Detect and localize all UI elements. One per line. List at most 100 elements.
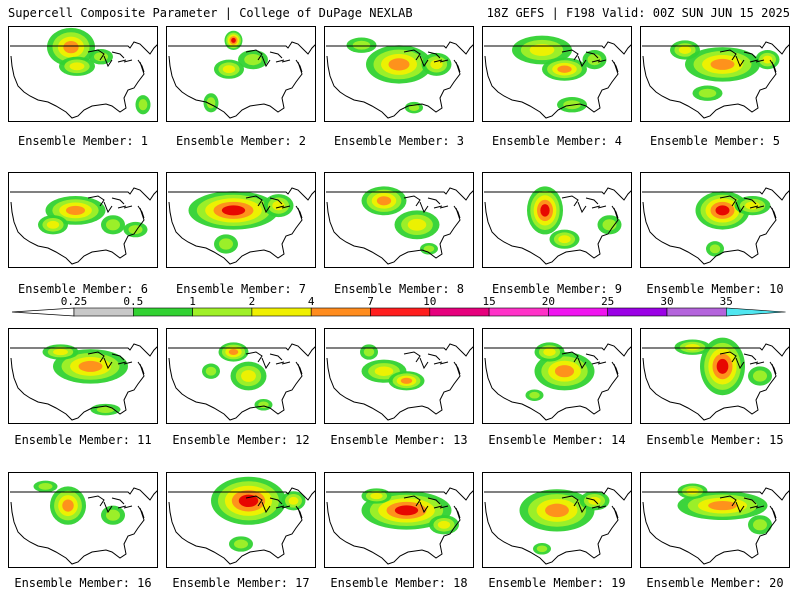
scp-contour-fill bbox=[288, 496, 299, 505]
scp-contour-fill bbox=[709, 244, 721, 254]
member-map bbox=[166, 472, 316, 568]
colorbar-segment bbox=[133, 307, 193, 317]
scp-contour-fill bbox=[686, 488, 699, 495]
ensemble-map-panel bbox=[8, 328, 158, 424]
panel-caption: Ensemble Member: 6 bbox=[17, 282, 149, 296]
member-map bbox=[640, 472, 790, 568]
coastline bbox=[769, 505, 777, 519]
member-map bbox=[482, 328, 632, 424]
scp-contour-fill bbox=[762, 55, 773, 64]
scp-contour-fill bbox=[376, 196, 392, 206]
great-lakes-outline bbox=[245, 49, 291, 68]
colorbar-segment bbox=[429, 307, 490, 317]
scp-contour-fill bbox=[234, 539, 248, 549]
ensemble-map-panel bbox=[482, 328, 632, 424]
ensemble-map-panel bbox=[640, 26, 790, 122]
scp-contour-fill bbox=[753, 370, 767, 382]
coastline bbox=[453, 59, 461, 73]
scp-contour-fill bbox=[38, 483, 53, 490]
scp-contour-fill bbox=[540, 204, 550, 217]
scp-contour-fill bbox=[423, 245, 435, 253]
scp-contour-fill bbox=[529, 44, 555, 56]
colorbar-tick-label: 25 bbox=[601, 295, 614, 308]
us-outline bbox=[642, 343, 790, 421]
us-outline bbox=[326, 487, 474, 565]
scp-contour-fill bbox=[106, 219, 120, 231]
coastline bbox=[137, 205, 145, 219]
scp-contour-fill bbox=[557, 65, 572, 73]
member-map bbox=[8, 26, 158, 122]
colorbar-segment bbox=[73, 307, 134, 317]
coastline bbox=[295, 361, 303, 375]
member-map bbox=[166, 26, 316, 122]
member-map bbox=[166, 172, 316, 268]
colorbar-segment bbox=[192, 307, 253, 317]
scp-contour-fill bbox=[62, 499, 74, 512]
us-outline bbox=[326, 343, 474, 421]
great-lakes-outline bbox=[245, 195, 291, 214]
panel-caption: Ensemble Member: 4 bbox=[491, 134, 623, 148]
us-outline bbox=[484, 187, 632, 265]
member-map bbox=[8, 328, 158, 424]
coastline bbox=[611, 505, 619, 519]
ensemble-map-panel bbox=[640, 472, 790, 568]
ensemble-map-panel bbox=[166, 172, 316, 268]
coastline bbox=[453, 205, 461, 219]
scp-contour-fill bbox=[388, 58, 410, 71]
member-map bbox=[482, 172, 632, 268]
member-map bbox=[324, 26, 474, 122]
us-outline bbox=[168, 487, 316, 565]
us-outline bbox=[168, 343, 316, 421]
colorbar-segment bbox=[310, 307, 371, 317]
panel-caption: Ensemble Member: 16 bbox=[14, 576, 152, 590]
coastline bbox=[611, 205, 619, 219]
coastline bbox=[769, 59, 777, 73]
scp-contour-fill bbox=[394, 505, 419, 516]
ensemble-map-panel bbox=[166, 472, 316, 568]
title-right: 18Z GEFS | F198 Valid: 00Z SUN JUN 15 20… bbox=[486, 6, 790, 20]
member-map bbox=[324, 172, 474, 268]
colorbar-segment bbox=[548, 307, 609, 317]
great-lakes-outline bbox=[719, 195, 765, 214]
colorbar-tick-label: 2 bbox=[249, 295, 256, 308]
colorbar-tick-label: 0.5 bbox=[123, 295, 143, 308]
panel-caption: Ensemble Member: 17 bbox=[172, 576, 310, 590]
colorbar: 0.25 0.5 1 2 4 7 10 15 20 25 30 35 bbox=[6, 295, 794, 322]
colorbar-tick-label: 35 bbox=[720, 295, 733, 308]
panel-caption: Ensemble Member: 10 bbox=[646, 282, 784, 296]
us-outline bbox=[484, 41, 632, 119]
us-outline bbox=[326, 41, 474, 119]
member-map bbox=[482, 26, 632, 122]
scp-contour-fill bbox=[715, 205, 730, 216]
panel-caption: Ensemble Member: 9 bbox=[491, 282, 623, 296]
scp-contour-fill bbox=[241, 370, 256, 382]
panel-caption: Ensemble Member: 5 bbox=[649, 134, 781, 148]
scp-contour-fill bbox=[430, 59, 443, 70]
colorbar-graphic: 0.25 0.5 1 2 4 7 10 15 20 25 30 35 bbox=[11, 295, 786, 317]
ensemble-map-panel bbox=[8, 472, 158, 568]
scp-contour-fill bbox=[106, 509, 120, 521]
scp-contour-fill bbox=[558, 235, 571, 244]
scp-contour-fill bbox=[128, 225, 143, 235]
scp-contour-fill bbox=[529, 391, 540, 399]
coastline bbox=[611, 361, 619, 375]
us-outline bbox=[484, 487, 632, 565]
ensemble-map-panel bbox=[324, 26, 474, 122]
colorbar-tick-label: 15 bbox=[482, 295, 495, 308]
colorbar-tick-label: 10 bbox=[423, 295, 436, 308]
scp-contour-fill bbox=[138, 99, 148, 111]
us-outline bbox=[10, 41, 158, 119]
scp-contour-fill bbox=[685, 344, 700, 351]
great-lakes-outline bbox=[719, 351, 765, 370]
us-outline bbox=[642, 41, 790, 119]
ensemble-map-panel bbox=[482, 472, 632, 568]
scp-contour-fill bbox=[370, 492, 383, 500]
member-map bbox=[640, 26, 790, 122]
great-lakes-outline bbox=[245, 351, 291, 370]
scp-contour-fill bbox=[46, 220, 60, 229]
us-outline bbox=[10, 187, 158, 265]
scp-contour-fill bbox=[238, 494, 259, 508]
us-outline bbox=[168, 187, 316, 265]
member-map bbox=[166, 328, 316, 424]
great-lakes-outline bbox=[719, 495, 765, 514]
